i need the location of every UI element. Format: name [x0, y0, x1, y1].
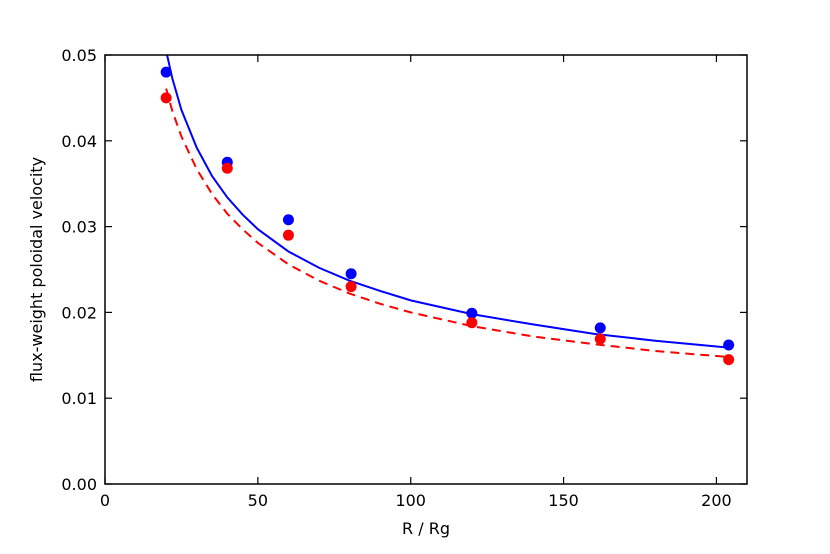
series-1-point-3: [282, 214, 294, 226]
series-1-point-6: [594, 322, 606, 334]
x-tick-label: 100: [395, 491, 426, 510]
series-2-point-2: [221, 162, 233, 174]
x-tick-label: 50: [248, 491, 268, 510]
series-2-point-5: [466, 317, 478, 329]
series-1-fit-line: [166, 55, 729, 349]
series-2-point-6: [594, 333, 606, 345]
series-2-fit-line: [165, 88, 729, 359]
y-tick-label: 0.04: [61, 132, 97, 151]
x-tick-label: 0: [100, 491, 110, 510]
series-2-point-7: [723, 354, 735, 366]
series-2-point-4: [345, 281, 357, 293]
x-axis-label: R / Rg: [402, 519, 450, 538]
axes-frame: [104, 54, 748, 485]
series-2-point-1: [160, 92, 172, 104]
axis-ticks: 0 50 100 150 200 0.00 0.01 0.02 0.03 0.04 0.05: [61, 46, 747, 510]
series-2-point-3: [282, 229, 294, 241]
x-tick-label: 150: [548, 491, 579, 510]
y-tick-label: 0.03: [61, 218, 97, 237]
y-tick-label: 0.01: [61, 389, 97, 408]
series-1-point-5: [466, 307, 478, 319]
plot-area: [160, 55, 735, 366]
y-tick-label: 0.05: [61, 46, 97, 65]
series-1-point-7: [723, 339, 735, 351]
y-axis-label: flux-weight poloidal velocity: [27, 157, 46, 382]
series-1-point-1: [160, 66, 172, 78]
series-1-point-4: [345, 268, 357, 280]
y-tick-label: 0.00: [61, 475, 97, 494]
x-tick-label: 200: [701, 491, 732, 510]
y-tick-label: 0.02: [61, 303, 97, 322]
